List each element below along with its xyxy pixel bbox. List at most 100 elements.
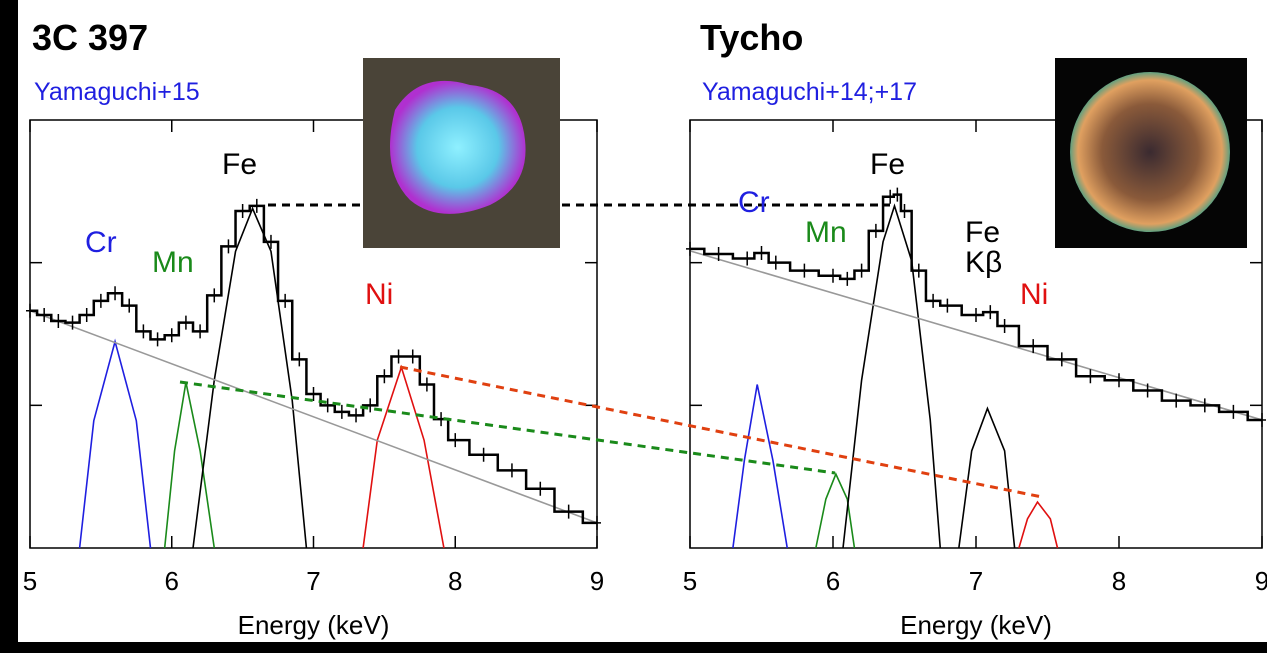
chart-title: 3C 397 <box>32 17 148 58</box>
data-point <box>408 349 417 364</box>
data-point <box>68 315 77 330</box>
data-point <box>366 398 375 413</box>
chart-title: Tycho <box>700 17 803 58</box>
model-line <box>78 338 152 549</box>
line-label: Mn <box>805 216 847 249</box>
data-point <box>771 255 780 270</box>
data-point <box>593 515 601 530</box>
data-point <box>281 293 290 308</box>
data-point <box>451 433 460 448</box>
x-tick-label: 9 <box>590 566 604 596</box>
data-point <box>394 349 403 364</box>
model-line <box>842 203 942 549</box>
data-point <box>337 404 346 419</box>
data-point <box>564 504 573 519</box>
model-line <box>29 310 598 524</box>
data-point <box>714 247 723 262</box>
data-point <box>422 377 431 392</box>
data-point <box>26 303 34 318</box>
data-point <box>1000 318 1009 333</box>
data-point <box>986 305 995 320</box>
x-tick-label: 8 <box>448 566 462 596</box>
data-point <box>224 239 233 254</box>
line-label: Ni <box>1020 278 1049 311</box>
spectrum-line <box>30 204 597 525</box>
data-point <box>238 204 247 219</box>
data-point <box>125 298 134 313</box>
chart-subtitle: Yamaguchi+15 <box>34 78 200 106</box>
data-point <box>1143 383 1152 398</box>
chart-subtitle: Yamaguchi+14;+17 <box>702 78 917 106</box>
panel: Tycho Yamaguchi+14;+17 Energy (keV) 5 6 7 8 9 <box>683 17 1267 640</box>
data-point <box>196 324 205 339</box>
data-point <box>1229 404 1238 419</box>
data-point <box>743 251 752 266</box>
spectrum-line <box>690 193 1262 422</box>
data-point <box>857 263 866 278</box>
data-point <box>829 268 837 283</box>
panel: 3C 397 Yamaguchi+15 Energy (keV) 5 6 7 8 9 <box>23 17 604 640</box>
data-point <box>210 288 219 303</box>
line-label: Fe <box>870 148 906 181</box>
data-point <box>82 307 91 322</box>
x-tick-label: 5 <box>23 566 37 596</box>
line-label: Cr <box>85 226 117 259</box>
data-point <box>1200 398 1209 413</box>
data-point <box>757 245 766 260</box>
data-point <box>1057 352 1066 367</box>
data-point <box>871 223 880 238</box>
data-point <box>1258 412 1266 427</box>
data-point <box>54 314 63 329</box>
data-point <box>380 369 389 384</box>
line-label: Fe <box>222 148 258 181</box>
data-point <box>900 204 909 219</box>
data-point <box>295 352 304 367</box>
data-point <box>929 293 938 308</box>
data-point <box>943 298 952 313</box>
data-point <box>914 263 923 278</box>
data-point <box>40 307 49 322</box>
data-point <box>323 398 332 413</box>
model-line <box>689 250 1263 421</box>
data-point <box>893 187 902 202</box>
data-point <box>153 332 162 347</box>
x-tick-label: 8 <box>1112 566 1126 596</box>
inset-image <box>1055 58 1247 248</box>
data-point <box>181 315 190 330</box>
data-point <box>139 324 148 339</box>
data-point <box>686 241 694 256</box>
model-line <box>1018 500 1059 549</box>
plot-frame <box>689 119 1263 549</box>
data-point <box>266 234 275 249</box>
data-point <box>800 263 809 278</box>
data-point <box>1172 393 1181 408</box>
data-point <box>309 387 318 402</box>
model-line <box>815 471 856 549</box>
data-point <box>507 463 516 478</box>
x-axis-label: Energy (keV) <box>900 610 1052 640</box>
data-point <box>167 328 176 343</box>
x-tick-label: 7 <box>969 566 983 596</box>
inset-image <box>363 58 560 248</box>
x-tick-label: 9 <box>1255 566 1267 596</box>
x-tick-label: 5 <box>683 566 697 596</box>
data-point <box>972 307 980 322</box>
data-point <box>843 271 852 286</box>
data-point <box>1086 369 1095 384</box>
data-point <box>111 286 120 301</box>
data-point <box>1115 373 1123 388</box>
x-tick-label: 7 <box>306 566 320 596</box>
data-point <box>252 198 261 213</box>
plot-frame <box>29 119 598 549</box>
line-label: Ni <box>365 278 394 311</box>
line-label: Mn <box>152 246 194 279</box>
x-tick-label: 6 <box>165 566 179 596</box>
line-label: Cr <box>738 186 770 219</box>
data-point <box>96 293 105 308</box>
data-point <box>479 447 488 462</box>
x-axis-label: Energy (keV) <box>238 610 390 640</box>
data-point <box>886 189 895 204</box>
data-point <box>536 481 545 496</box>
